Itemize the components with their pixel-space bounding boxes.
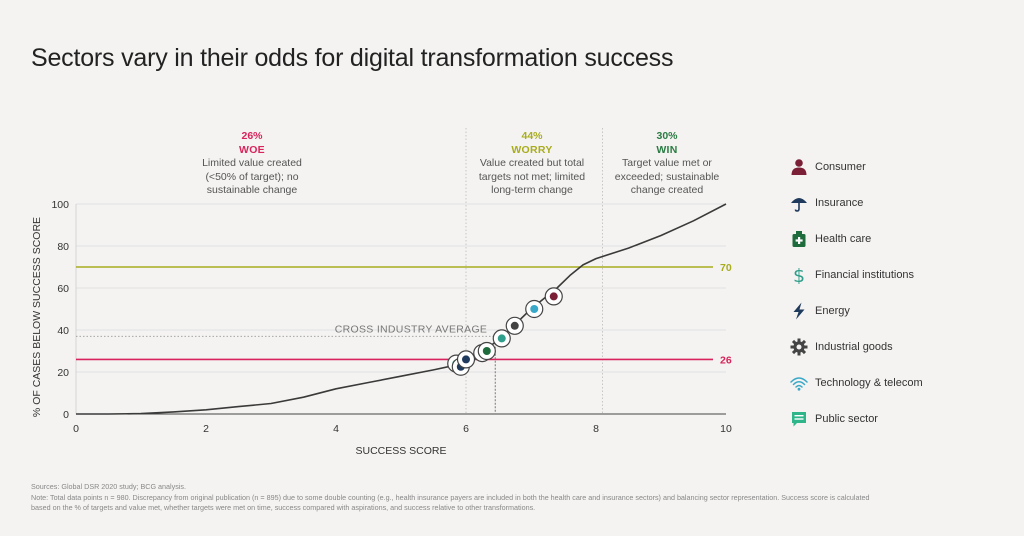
legend-label-insurance: Insurance xyxy=(815,197,864,209)
x-tick-label-4: 4 xyxy=(333,423,339,435)
zone-worry-desc-3: long-term change xyxy=(491,184,573,196)
zone-worry-pct: 44% xyxy=(521,130,543,142)
sector-point-financial-institutions xyxy=(492,329,511,348)
legend-label-health-care: Health care xyxy=(815,233,872,245)
legend-label-energy: Energy xyxy=(815,305,850,317)
zone-win-desc-2: exceeded; sustainable xyxy=(614,170,720,183)
reference-label-70: 70 xyxy=(720,262,732,274)
x-axis-title: SUCCESS SCORE xyxy=(355,445,446,457)
x-tick-label-10: 10 xyxy=(720,423,732,435)
zone-woe-desc-2: (<50% of target); no xyxy=(205,170,299,183)
x-tick-label-0: 0 xyxy=(73,423,79,435)
y-tick-label-0: 0 xyxy=(63,409,69,421)
zone-woe-name: WOE xyxy=(239,143,265,156)
x-tick-label-8: 8 xyxy=(593,423,599,435)
svg-text:$: $ xyxy=(793,266,805,284)
sector-point-technology-telecom xyxy=(525,299,544,319)
footnote-note-cont: based on the % of targets and value met,… xyxy=(31,503,536,512)
y-tick-label-40: 40 xyxy=(57,325,69,337)
zone-woe-pct: 26% xyxy=(241,130,263,142)
zone-worry: 44% WORRY Value created but total target… xyxy=(468,130,596,198)
sector-point-consumer xyxy=(544,287,563,306)
footnote-note: Note: Total data points n = 980. Discrep… xyxy=(31,492,870,502)
legend-label-consumer: Consumer xyxy=(815,161,866,173)
sector-point-energy xyxy=(456,350,476,369)
chart-title: Sectors vary in their odds for digital t… xyxy=(31,44,674,72)
success-curve xyxy=(76,203,727,415)
gear-icon xyxy=(790,338,808,356)
x-tick-label-2: 2 xyxy=(203,423,209,435)
y-tick-label-20: 20 xyxy=(57,367,69,379)
zone-win: 30% WIN Target value met or exceeded; su… xyxy=(604,130,730,198)
dollar-icon: $ xyxy=(793,266,805,284)
reference-label-26: 26 xyxy=(720,354,732,366)
sector-point-health-care xyxy=(477,341,496,361)
sector-point-industrial-goods xyxy=(505,316,524,335)
zone-woe: 26% WOE Limited value created (<50% of t… xyxy=(186,130,318,198)
lightning-icon xyxy=(793,302,805,320)
y-tick-label-80: 80 xyxy=(57,241,69,253)
x-tick-label-6: 6 xyxy=(463,423,469,435)
footnote-sources: Sources: Global DSR 2020 study; BCG anal… xyxy=(31,482,187,491)
legend-label-industrial: Industrial goods xyxy=(815,341,893,353)
person-icon xyxy=(791,159,807,175)
zone-worry-desc-1: Value created but total xyxy=(479,157,585,169)
y-axis-title: % OF CASES BELOW SUCCESS SCORE xyxy=(31,217,43,417)
y-tick-label-100: 100 xyxy=(51,199,69,211)
zone-worry-name: WORRY xyxy=(511,143,553,156)
legend-label-financial: Financial institutions xyxy=(815,269,915,281)
chat-icon xyxy=(792,412,806,427)
footnote: Sources: Global DSR 2020 study; BCG anal… xyxy=(31,482,991,514)
zone-win-desc-3: change created xyxy=(630,184,704,196)
zone-win-desc-1: Target value met or xyxy=(622,157,712,169)
zone-win-name: WIN xyxy=(656,143,678,156)
medical-kit-icon xyxy=(792,231,806,247)
umbrella-icon xyxy=(791,198,807,212)
zone-woe-desc-1: Limited value created xyxy=(202,157,302,169)
legend-label-technology: Technology & telecom xyxy=(815,377,923,389)
y-tick-label-60: 60 xyxy=(57,283,69,295)
average-label: CROSS INDUSTRY AVERAGE xyxy=(335,323,487,335)
zone-worry-desc-2: targets not met; limited xyxy=(478,170,586,183)
zone-win-pct: 30% xyxy=(656,130,678,142)
legend-label-public-sector: Public sector xyxy=(815,413,878,425)
zone-woe-desc-3: sustainable change xyxy=(206,184,298,196)
wifi-icon xyxy=(790,377,808,391)
